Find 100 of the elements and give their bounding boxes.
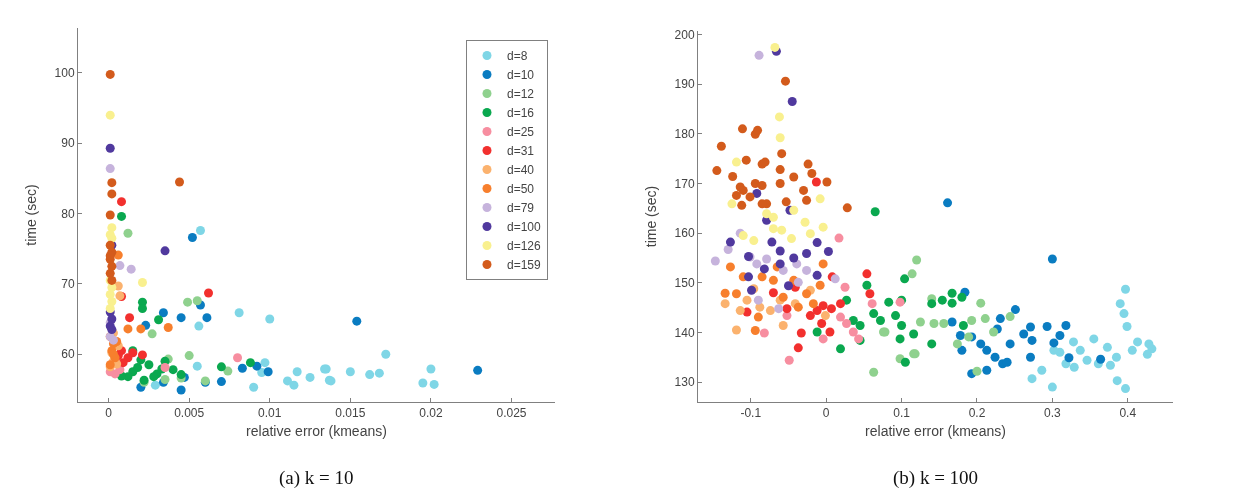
point xyxy=(204,288,214,298)
point xyxy=(929,319,939,329)
point xyxy=(768,275,778,285)
point xyxy=(967,316,977,326)
point xyxy=(168,365,178,375)
point xyxy=(163,322,173,332)
point xyxy=(260,358,270,368)
point xyxy=(133,363,143,373)
y-tick-label: 180 xyxy=(674,127,695,142)
y-tick-label: 70 xyxy=(61,277,75,292)
y-axis-title: time (sec) xyxy=(643,185,660,248)
point xyxy=(980,314,990,324)
point xyxy=(778,321,788,331)
point xyxy=(737,200,747,210)
point xyxy=(1010,305,1020,315)
point xyxy=(1121,284,1130,294)
point xyxy=(943,198,953,208)
point xyxy=(811,177,821,187)
point xyxy=(105,304,115,313)
point xyxy=(144,360,154,370)
point xyxy=(777,225,787,235)
point xyxy=(909,329,919,339)
point xyxy=(731,157,741,167)
point xyxy=(842,203,852,213)
point xyxy=(802,195,812,205)
point xyxy=(1133,337,1143,347)
point xyxy=(947,288,957,298)
point xyxy=(1037,365,1047,375)
point xyxy=(1082,355,1092,365)
point xyxy=(784,355,794,365)
point xyxy=(731,325,741,335)
point xyxy=(1019,329,1029,339)
point xyxy=(1069,362,1079,372)
point xyxy=(123,228,133,238)
y-tick-label: 130 xyxy=(674,375,695,390)
point xyxy=(820,311,830,321)
point xyxy=(731,289,741,299)
point xyxy=(202,313,212,323)
point xyxy=(1105,360,1115,370)
point xyxy=(780,76,790,86)
point xyxy=(884,297,894,307)
point xyxy=(775,178,785,188)
point xyxy=(783,281,793,291)
point xyxy=(737,124,747,134)
point xyxy=(825,327,835,337)
point xyxy=(812,270,822,280)
point xyxy=(345,367,355,377)
point xyxy=(818,259,828,269)
point xyxy=(818,301,828,311)
point xyxy=(429,379,439,389)
point xyxy=(137,277,147,287)
point xyxy=(1047,382,1057,392)
point xyxy=(194,321,204,331)
legend-label: d=40 xyxy=(507,163,535,178)
point xyxy=(952,339,962,349)
y-tick-label: 150 xyxy=(674,276,695,290)
point xyxy=(778,265,788,275)
point xyxy=(793,343,803,353)
point xyxy=(105,210,115,220)
legend-label: d=31 xyxy=(507,144,535,159)
legend-label: d=126 xyxy=(507,239,542,254)
point xyxy=(234,308,244,318)
point xyxy=(822,177,832,187)
point xyxy=(768,288,778,298)
y-tick-label: 60 xyxy=(61,347,75,362)
point xyxy=(195,225,205,235)
text: (b) k = 100 xyxy=(893,467,979,489)
point xyxy=(774,304,784,314)
point xyxy=(727,199,737,209)
point xyxy=(915,317,925,327)
point xyxy=(107,178,117,188)
point xyxy=(1121,384,1130,394)
point xyxy=(995,314,1005,324)
point xyxy=(731,190,741,200)
point xyxy=(184,351,194,361)
y-tick-label: 80 xyxy=(61,206,75,221)
legend-label: d=10 xyxy=(507,68,535,83)
point xyxy=(947,317,957,327)
point xyxy=(807,169,817,179)
point xyxy=(799,185,809,195)
point xyxy=(752,259,762,269)
point xyxy=(263,367,273,377)
point xyxy=(775,165,785,175)
point xyxy=(753,295,763,305)
point xyxy=(947,298,957,308)
point xyxy=(927,339,937,349)
point xyxy=(745,192,755,202)
point xyxy=(759,328,769,338)
point xyxy=(836,299,845,309)
point xyxy=(805,311,815,321)
point xyxy=(426,364,436,374)
point xyxy=(249,382,259,392)
point xyxy=(775,133,785,143)
point xyxy=(768,224,778,234)
point xyxy=(233,353,243,363)
legend-label: d=50 xyxy=(507,182,535,197)
point xyxy=(1002,357,1012,367)
point xyxy=(742,295,752,305)
point xyxy=(1112,376,1122,386)
point xyxy=(759,264,769,274)
